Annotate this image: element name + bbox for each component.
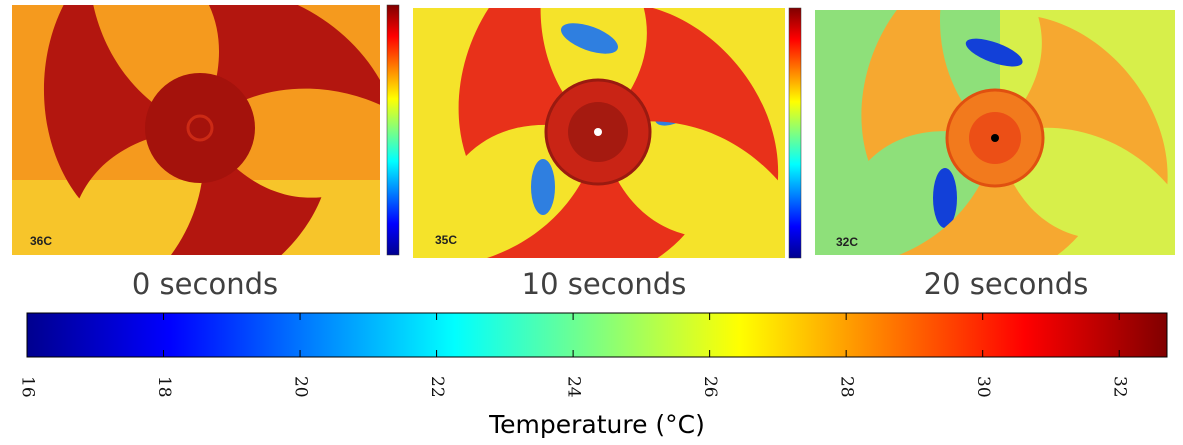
mini-colorbar: [386, 4, 400, 256]
tick-label: 32: [1110, 376, 1130, 398]
tick-label: 18: [154, 376, 174, 398]
caption: 20 seconds: [924, 267, 1089, 301]
tick-label: 30: [973, 376, 993, 398]
tick-label: 26: [700, 376, 720, 398]
caption: 10 seconds: [522, 267, 687, 301]
thermal-image: [815, 10, 1175, 255]
tick-label: 22: [427, 376, 447, 398]
temp-label: 35C: [435, 233, 457, 247]
colorbar-label: Temperature (°C): [488, 410, 705, 439]
thermal-image: [413, 8, 785, 258]
temp-label: 32C: [836, 235, 858, 249]
mini-colorbar: [788, 7, 802, 259]
colorbar: [26, 312, 1168, 358]
tick-label: 16: [18, 376, 38, 398]
tick-label: 20: [291, 376, 311, 398]
temp-label: 36C: [30, 234, 52, 248]
tick-label: 28: [837, 376, 857, 398]
thermal-image: [12, 5, 380, 255]
tick-label: 24: [564, 376, 584, 398]
caption: 0 seconds: [132, 267, 278, 301]
